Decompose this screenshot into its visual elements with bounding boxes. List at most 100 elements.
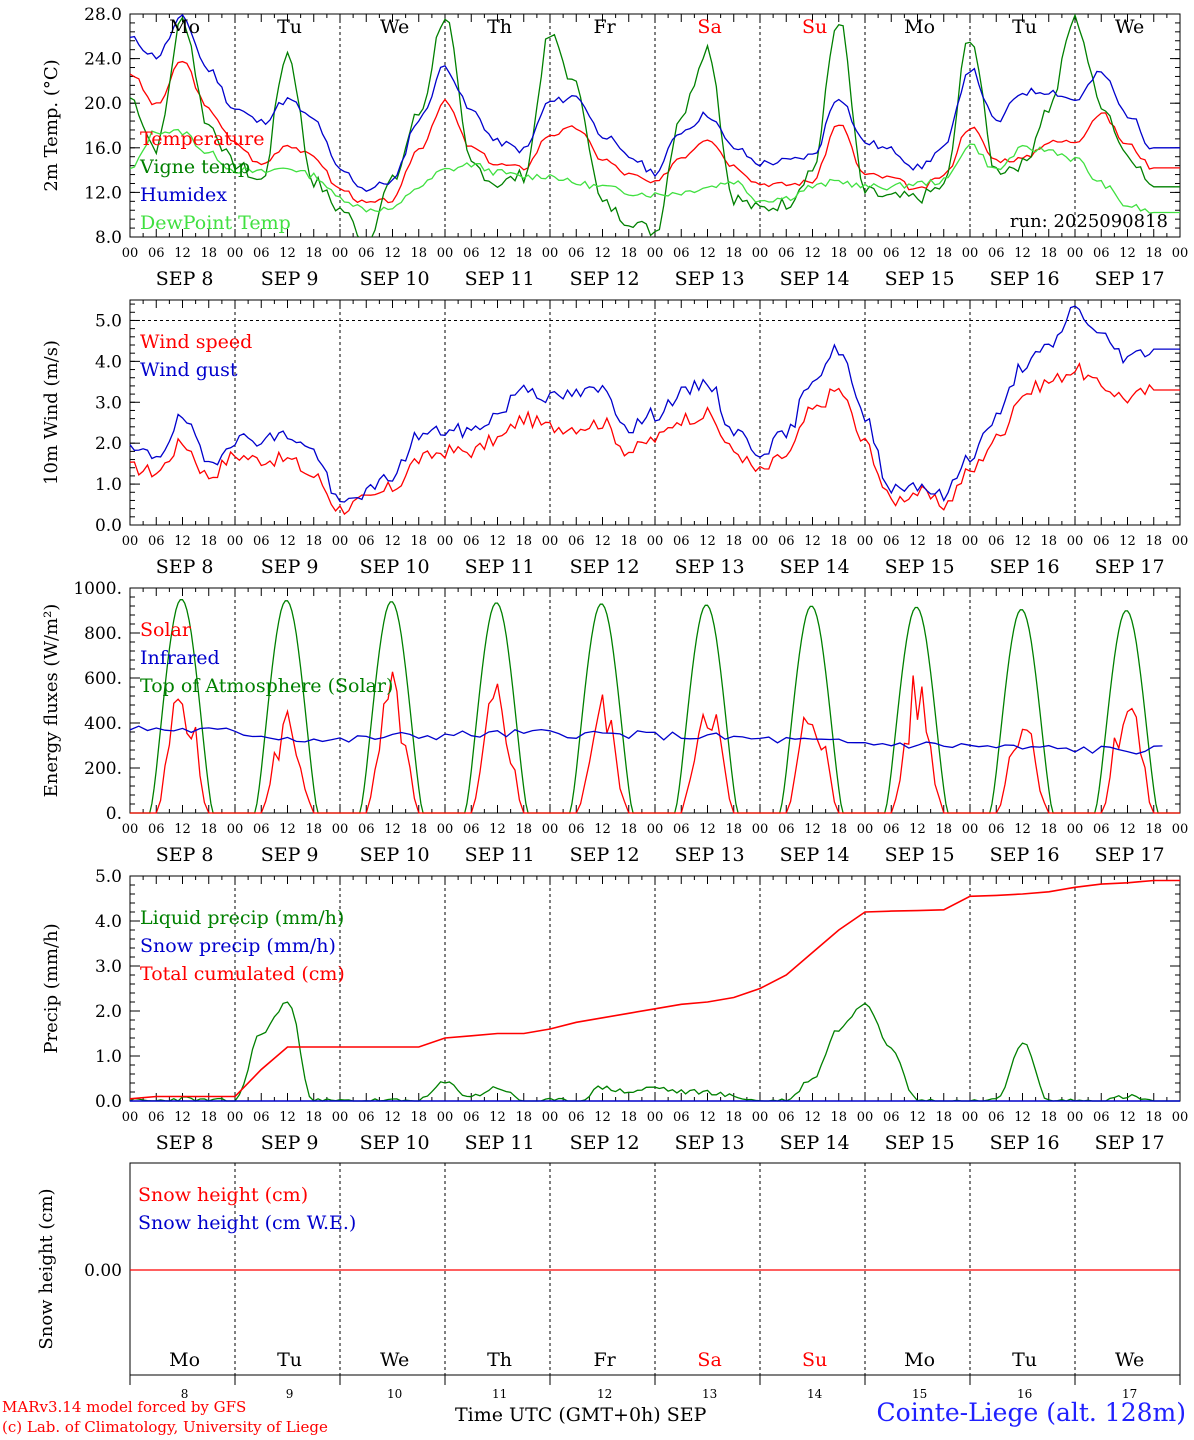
hour-tick-label: 00	[437, 822, 454, 837]
date-label: SEP 12	[570, 268, 640, 290]
hour-tick-label: 12	[804, 246, 821, 261]
hour-tick-label: 06	[778, 1110, 795, 1125]
day-name-label: Fr	[593, 16, 616, 38]
y-tick-label: 600.	[84, 669, 122, 689]
hour-tick-label: 00	[1067, 246, 1084, 261]
hour-tick-label: 00	[542, 1110, 559, 1125]
date-label: SEP 16	[990, 844, 1060, 866]
day-name-label: Tu	[277, 16, 302, 38]
hour-tick-label: 06	[778, 534, 795, 549]
series-line-1	[130, 14, 1180, 237]
day-name-label: Mo	[169, 16, 200, 38]
hour-tick-label: 06	[568, 534, 585, 549]
y-tick-label: 5.0	[95, 867, 122, 887]
hour-tick-label: 06	[778, 822, 795, 837]
hour-tick-label: 06	[883, 246, 900, 261]
hour-tick-label: 12	[279, 246, 296, 261]
day-name-label: Su	[802, 16, 827, 38]
date-label: SEP 16	[990, 556, 1060, 578]
hour-tick-label: 12	[594, 1110, 611, 1125]
date-label: SEP 10	[360, 268, 430, 290]
series-line-0	[129, 361, 1180, 516]
hour-tick-label: 18	[410, 246, 427, 261]
y-tick-label: 4.0	[95, 352, 122, 372]
hour-tick-label: 00	[962, 822, 979, 837]
date-number-label: 12	[597, 1387, 612, 1401]
hour-tick-label: 06	[148, 822, 165, 837]
hour-tick-label: 18	[620, 246, 637, 261]
date-label: SEP 9	[261, 556, 319, 578]
hour-tick-label: 18	[620, 1110, 637, 1125]
date-label: SEP 17	[1095, 556, 1165, 578]
hour-tick-label: 12	[909, 822, 926, 837]
hour-tick-label: 06	[358, 246, 375, 261]
day-name-label: Su	[802, 1349, 827, 1371]
toa-solar-day-2	[340, 601, 445, 814]
y-tick-label: 0.	[106, 804, 122, 824]
hour-tick-label: 18	[410, 534, 427, 549]
hour-tick-label: 06	[148, 1110, 165, 1125]
hour-tick-label: 00	[752, 534, 769, 549]
hour-tick-label: 00	[542, 246, 559, 261]
hour-tick-label: 18	[1040, 534, 1057, 549]
date-label: SEP 15	[885, 1132, 955, 1154]
date-label: SEP 12	[570, 844, 640, 866]
series-line-0	[130, 60, 1180, 204]
day-name-label: Mo	[904, 16, 935, 38]
y-tick-label: 2.0	[95, 434, 122, 454]
y-tick-label: 5.0	[95, 311, 122, 331]
hour-tick-label: 12	[279, 822, 296, 837]
date-label: SEP 9	[261, 1132, 319, 1154]
hour-tick-label: 12	[489, 822, 506, 837]
hour-tick-label: 00	[752, 246, 769, 261]
panel-1: 8.0 12.0 16.0 20.0 24.0 28.0 2m Temp. (°C) Mo Tu…	[41, 5, 1188, 290]
y-tick-label: 800.	[84, 624, 122, 644]
date-label: SEP 11	[465, 844, 535, 866]
y-axis-label: 2m Temp. (°C)	[41, 59, 62, 191]
hour-tick-label: 18	[1145, 246, 1162, 261]
hour-tick-label: 18	[1145, 534, 1162, 549]
toa-solar-day-3	[445, 602, 550, 814]
date-label: SEP 15	[885, 844, 955, 866]
toa-solar-day-6	[760, 605, 865, 814]
hour-tick-label: 12	[1119, 822, 1136, 837]
hour-tick-label: 12	[699, 534, 716, 549]
hour-tick-label: 12	[804, 822, 821, 837]
hour-tick-label: 00	[1067, 534, 1084, 549]
date-number-label: 16	[1017, 1387, 1032, 1401]
hour-tick-label: 00	[1172, 246, 1189, 261]
hour-tick-label: 18	[200, 1110, 217, 1125]
hour-tick-label: 06	[358, 534, 375, 549]
hour-tick-label: 06	[988, 1110, 1005, 1125]
hour-tick-label: 00	[1172, 822, 1189, 837]
footer-lab-credit: (c) Lab. of Climatology, University of L…	[2, 1418, 328, 1436]
hour-tick-label: 18	[830, 1110, 847, 1125]
y-tick-label: 1000.	[73, 579, 122, 599]
date-number-label: 13	[702, 1387, 717, 1401]
hour-tick-label: 18	[200, 246, 217, 261]
legend-entry: Total cumulated (cm)	[140, 963, 345, 985]
infrared-line	[129, 725, 1163, 755]
hour-tick-label: 18	[200, 534, 217, 549]
legend-entry: Snow height (cm)	[138, 1184, 308, 1206]
hour-tick-label: 06	[883, 534, 900, 549]
legend-entry: Wind gust	[140, 359, 238, 381]
date-number-label: 17	[1122, 1387, 1137, 1401]
hour-tick-label: 00	[542, 822, 559, 837]
y-tick-label: 0.0	[95, 516, 122, 536]
hour-tick-label: 12	[909, 1110, 926, 1125]
hour-tick-label: 12	[1014, 246, 1031, 261]
date-label: SEP 14	[780, 1132, 850, 1154]
date-number-label: 14	[807, 1387, 823, 1401]
hour-tick-label: 06	[988, 246, 1005, 261]
hour-tick-label: 00	[962, 1110, 979, 1125]
hour-tick-label: 06	[673, 534, 690, 549]
date-label: SEP 13	[675, 268, 745, 290]
date-label: SEP 17	[1095, 844, 1165, 866]
hour-tick-label: 18	[200, 822, 217, 837]
date-label: SEP 9	[261, 844, 319, 866]
hour-tick-label: 12	[384, 1110, 401, 1125]
hour-tick-label: 00	[227, 534, 244, 549]
date-label: SEP 17	[1095, 1132, 1165, 1154]
hour-tick-label: 00	[962, 534, 979, 549]
